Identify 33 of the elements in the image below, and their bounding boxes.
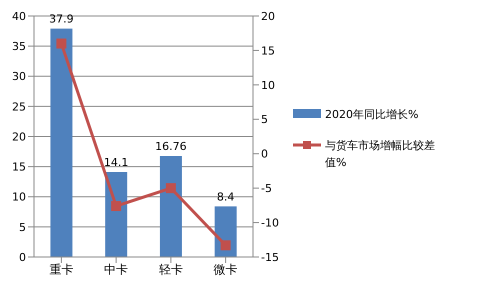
y2-tick-label: -10	[261, 216, 279, 230]
data-label: 14.1	[104, 156, 128, 170]
point	[220, 240, 231, 250]
x-tick-label: 微卡	[214, 262, 238, 277]
y2-tick-label: -15	[261, 250, 279, 264]
data-label: 8.4	[216, 190, 234, 204]
x-tick-label: 轻卡	[158, 262, 183, 277]
point	[111, 201, 122, 212]
y-tick-label: 10	[12, 190, 26, 204]
bar	[50, 28, 72, 257]
y2-tick-label: 20	[261, 10, 275, 23]
y2-tick-label: 0	[261, 148, 268, 161]
y-tick-label: 20	[12, 130, 26, 144]
x-tick-label: 重卡	[49, 262, 74, 277]
x-tick-label: 中卡	[104, 262, 128, 277]
y-tick-label: 25	[12, 100, 26, 114]
point	[166, 183, 176, 194]
legend-label: 2020年同比增长%	[325, 107, 420, 123]
bar	[160, 156, 182, 257]
legend-label: 与货车市场增幅比较差值%	[325, 138, 436, 171]
y-tick-label: 0	[19, 250, 26, 264]
point	[56, 38, 66, 49]
data-label: 37.9	[49, 12, 74, 26]
y2-tick-label: -5	[261, 182, 272, 196]
y-tick-label: 15	[12, 160, 26, 174]
y2-tick-label: 5	[261, 113, 268, 126]
data-label: 16.76	[155, 140, 187, 154]
y-tick-label: 5	[19, 220, 26, 234]
y-tick-label: 30	[12, 70, 26, 84]
y2-tick-label: 10	[261, 78, 275, 92]
y-tick-label: 35	[12, 40, 26, 54]
y-tick-label: 40	[12, 10, 26, 23]
y2-tick-label: 15	[261, 44, 275, 58]
